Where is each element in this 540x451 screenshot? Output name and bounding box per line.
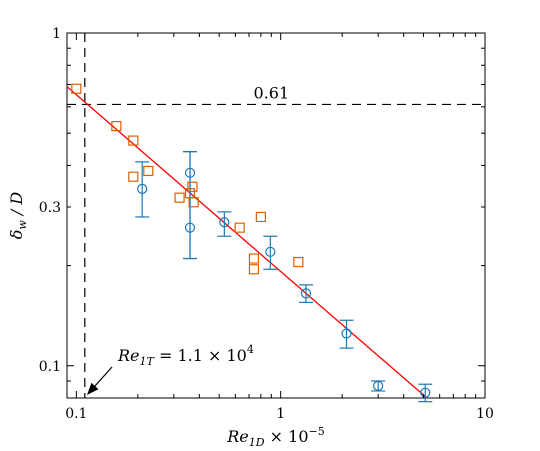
square-point bbox=[248, 264, 260, 275]
square-point bbox=[248, 253, 260, 264]
circle-point bbox=[265, 246, 276, 257]
plot-frame bbox=[66, 32, 486, 399]
y-tick-label: 0.3 bbox=[39, 200, 61, 216]
annotation-arrow bbox=[87, 366, 113, 395]
y-tick-label: 1 bbox=[52, 26, 61, 42]
circle-point bbox=[137, 183, 148, 195]
x-tick-label: 1 bbox=[276, 406, 285, 422]
axis-labels: Re1D × 10−5 δw / D bbox=[7, 192, 325, 449]
square-point bbox=[143, 165, 154, 177]
axis-ticks: 0.1 1 10 0.1 0.3 1 bbox=[39, 26, 494, 422]
annotations: Re1T = 1.1 × 104 bbox=[87, 343, 254, 395]
annotation-text: Re1T = 1.1 × 104 bbox=[117, 343, 254, 368]
y-tick-label: 0.1 bbox=[39, 359, 61, 375]
square-point bbox=[234, 222, 245, 233]
square-point bbox=[174, 192, 185, 203]
square-point bbox=[128, 171, 139, 182]
data-marks bbox=[71, 83, 433, 403]
x-tick-label: 0.1 bbox=[65, 406, 87, 422]
circle-point bbox=[300, 288, 312, 299]
square-point bbox=[128, 135, 139, 146]
square-point bbox=[187, 181, 198, 192]
reference-line-label: 0.61 bbox=[254, 83, 290, 102]
square-point bbox=[188, 197, 199, 208]
circle-point bbox=[219, 217, 230, 228]
x-tick-label: 10 bbox=[476, 406, 494, 422]
y-axis-label: δw / D bbox=[7, 192, 29, 240]
circle-point bbox=[373, 380, 384, 391]
square-point bbox=[293, 256, 304, 268]
reference-lines: 0.61 bbox=[67, 33, 485, 398]
square-point bbox=[255, 211, 266, 223]
circle-point bbox=[420, 387, 431, 398]
axes-border bbox=[66, 32, 486, 399]
square-point bbox=[111, 121, 122, 132]
square-point bbox=[71, 83, 82, 94]
x-axis-label: Re1D × 10−5 bbox=[226, 425, 325, 449]
circle-point bbox=[341, 328, 352, 339]
circle-point bbox=[184, 222, 196, 233]
fit-line bbox=[66, 86, 428, 399]
fit-line-group bbox=[66, 86, 428, 399]
